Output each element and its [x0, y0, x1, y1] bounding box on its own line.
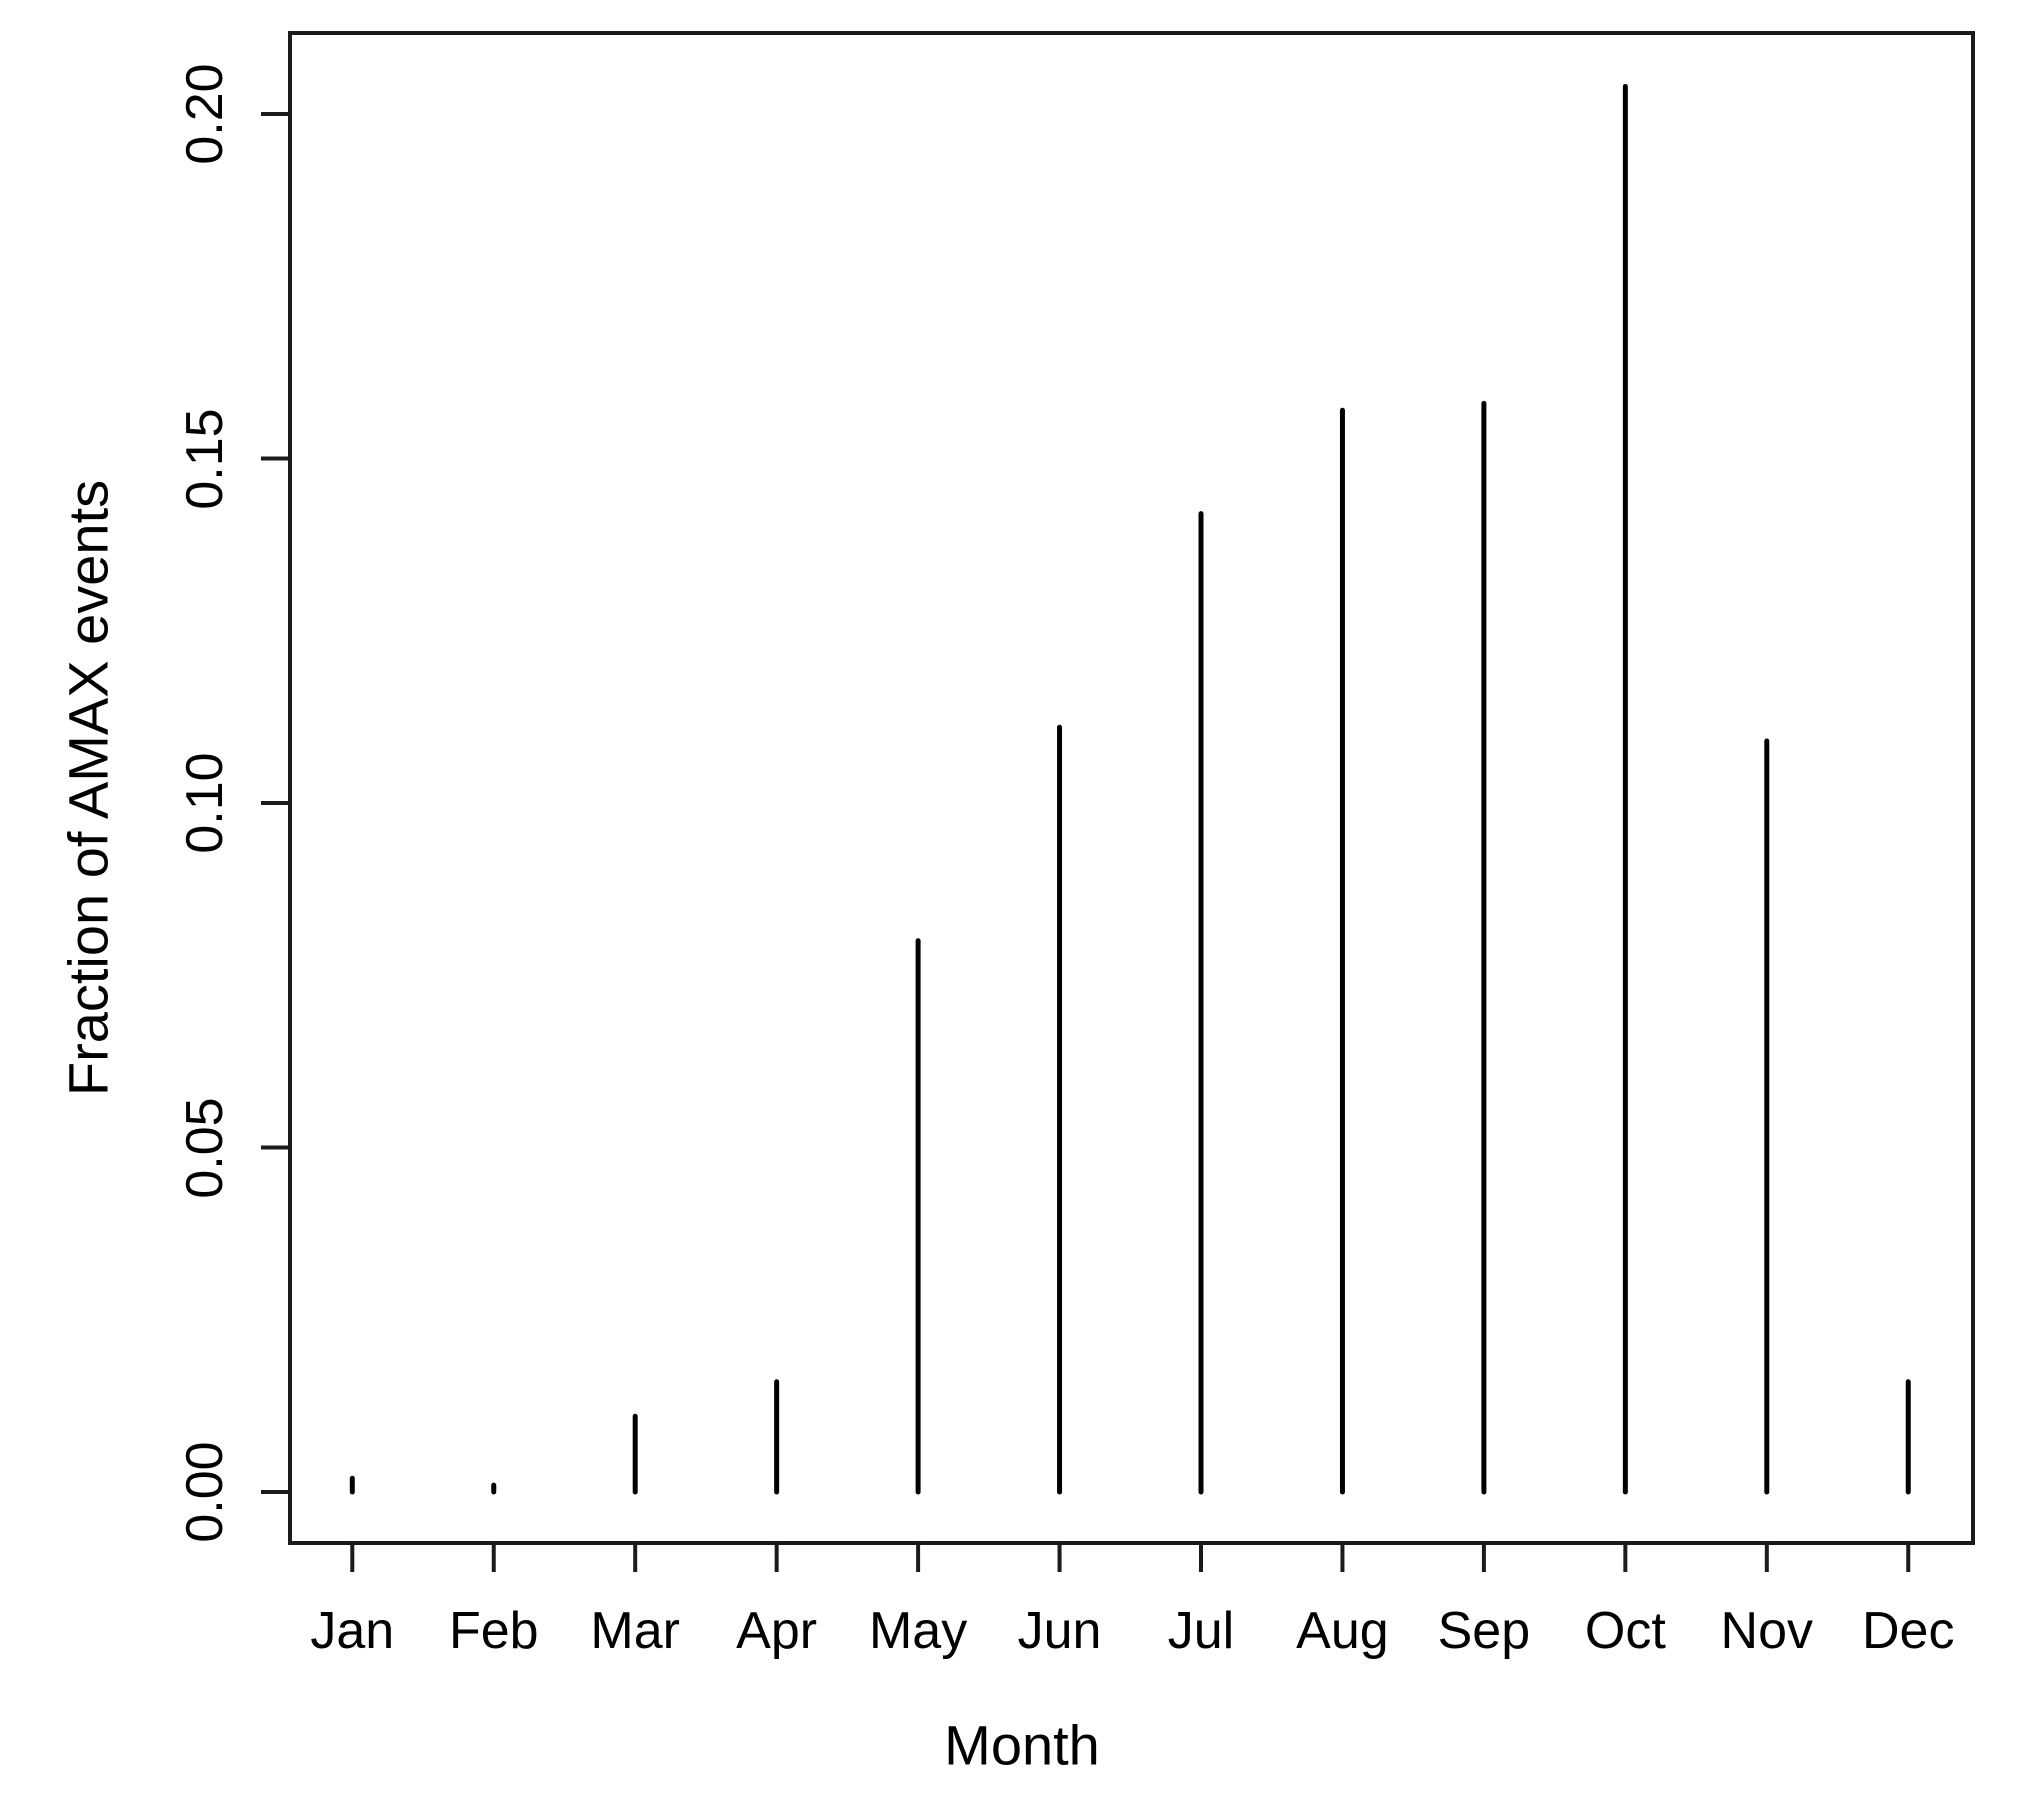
x-tick-label: Mar	[590, 1602, 680, 1660]
y-tick-label: 0.00	[176, 1441, 234, 1543]
x-tick-label: Feb	[448, 1602, 539, 1660]
x-tick-label: Jan	[310, 1602, 395, 1660]
x-tick-label: Dec	[1862, 1602, 1955, 1660]
y-tick-label: 0.15	[176, 407, 234, 510]
x-tick-label: Sep	[1437, 1602, 1531, 1660]
x-tick-label: Nov	[1720, 1602, 1814, 1660]
y-tick-label: 0.20	[176, 63, 234, 165]
x-tick-label: Apr	[736, 1602, 818, 1660]
y-axis-title: Fraction of AMAX events	[56, 479, 120, 1097]
x-tick-label: Jul	[1167, 1602, 1235, 1660]
y-tick-label: 0.05	[176, 1096, 234, 1199]
x-tick-label: Aug	[1296, 1602, 1389, 1660]
x-axis-title: Month	[944, 1713, 1100, 1777]
x-tick-label: May	[868, 1602, 968, 1660]
x-tick-label: Oct	[1584, 1602, 1666, 1660]
y-tick-label: 0.10	[176, 752, 234, 854]
plot-border	[288, 31, 1975, 1545]
x-tick-label: Jun	[1017, 1602, 1102, 1660]
